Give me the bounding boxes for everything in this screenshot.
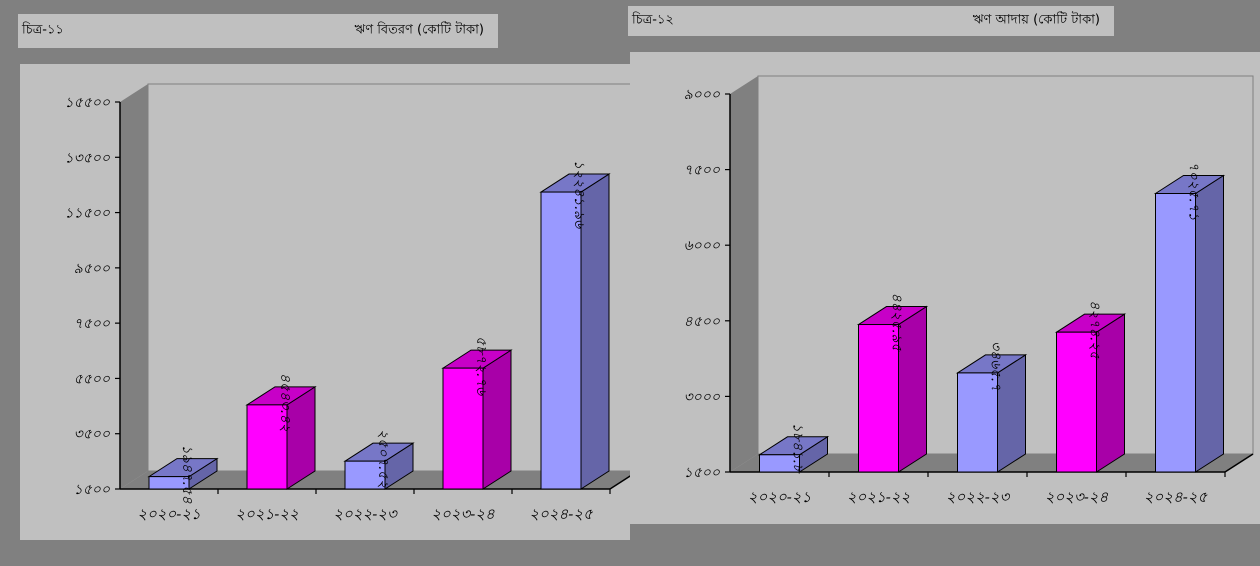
chart-2-panel: ১৫০০ ৩০০০ ৪৫০০ ৬০০০ ৭৫০০ ৯০০০ ২০২০-২১ ১৮৪১.৮ ২০২… [630,52,1260,524]
chart-1-title-bar: চিত্র-১১ ঋণ বিতরণ (কোটি টাকা) [18,14,498,48]
y-tick-label: ১৩৫০০ [65,150,111,166]
y-tick-label: ১৫৫০০ [65,95,111,111]
chart-1-panel: ১৫০০ ৩৫০০ ৫৫০০ ৭৫০০ ৯৫০০ ১১৫০০ ১৩৫০০ ১৫৫০০ ২০২০-… [20,64,639,540]
data-label: ১৮৪১.৮ [790,423,806,475]
chart-2-title: ঋণ আদায় (কোটি টাকা) [972,12,1100,28]
x-tick-label: ২০২০-২১ [137,505,201,523]
data-label: ৪২৭৪.২৫ [1087,300,1103,360]
data-label: ৫৮৭২.৭৬ [473,336,489,396]
y-tick-label: ৩৫০০ [74,427,111,443]
x-tick-label: ২০২৩-২৪ [431,505,495,523]
x-tick-label: ২০২১-২২ [235,505,299,523]
y-tick-label: ৯৫০০ [74,261,111,277]
x-tick-label: ২০২৪-২৫ [529,505,594,523]
chart-1-figure-label: চিত্র-১১ [22,22,64,38]
y-tick-label: ৫৫০০ [74,371,111,387]
chart-1-svg: ১৫০০ ৩৫০০ ৫৫০০ ৭৫০০ ৯৫০০ ১১৫০০ ১৩৫০০ ১৫৫০০ ২০২০-… [65,83,639,523]
y-tick-label: ৭৫০০ [684,163,721,179]
y-tick-label: ৬০০০ [684,238,721,254]
bar [148,476,190,490]
y-tick-label: ৭৫০০ [74,316,111,332]
data-label: ১২২৪১.৯৬ [571,160,587,229]
y-tick-label: ৪৫০০ [684,314,721,330]
x-tick-label: ২০২৩-২৪ [1045,488,1109,506]
data-label: ২৫০৭.৫২ [375,429,391,488]
chart-side-wall [730,76,758,472]
bar [344,460,386,490]
x-tick-label: ২০২২-২৩ [333,505,398,523]
bar [1155,193,1196,473]
chart-1-title: ঋণ বিতরণ (কোটি টাকা) [354,22,484,38]
x-tick-label: ২০২০-২১ [748,488,812,506]
bar [1056,331,1097,473]
bar [442,367,484,490]
x-tick-label: ২০২৪-২৫ [1144,488,1209,506]
y-tick-label: ১৫০০ [684,465,721,481]
chart-side-wall [120,84,148,489]
x-axis-depth-line [1224,453,1254,473]
x-tick-label: ২০২১-২২ [847,488,911,506]
data-label: ৪৪২৫.৯৫ [889,293,905,353]
x-tick-label: ২০২২-২৩ [946,488,1011,506]
data-label: ১৯৪৭.৫৪ [179,445,195,505]
bar [858,324,899,473]
bar [246,404,288,490]
y-tick-label: ৩০০০ [684,389,721,405]
data-label: ৭০২৫.৭১ [1186,162,1202,221]
data-label: ৪৫৪৩.৪২ [277,373,293,432]
y-tick-label: ১৫০০ [74,482,111,498]
bar [957,372,998,473]
chart-2-svg: ১৫০০ ৩০০০ ৪৫০০ ৬০০০ ৭৫০০ ৯০০০ ২০২০-২১ ১৮৪১.৮ ২০২… [684,75,1254,506]
y-tick-label: ১১৫০০ [65,206,111,222]
data-label: ৩৪৬৫.৭ [988,341,1004,391]
bar [759,454,800,473]
chart-2-title-bar: চিত্র-১২ ঋণ আদায় (কোটি টাকা) [628,6,1114,36]
chart-2-figure-label: চিত্র-১২ [632,12,674,28]
bar [540,191,582,490]
y-tick-label: ৯০০০ [684,87,721,103]
